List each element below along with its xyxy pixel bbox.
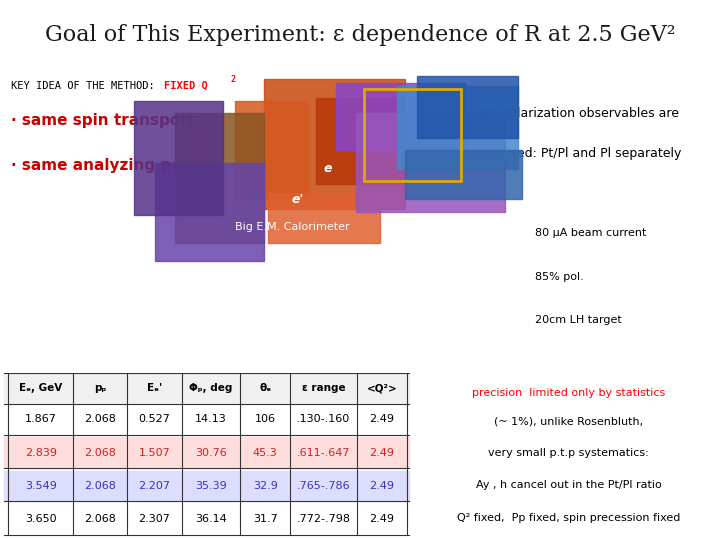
Bar <box>4 403 409 435</box>
Text: 106: 106 <box>255 414 276 424</box>
Text: 2.307: 2.307 <box>138 515 171 524</box>
Text: Ay , h cancel out in the Pt/Pl ratio: Ay , h cancel out in the Pt/Pl ratio <box>476 480 662 490</box>
Text: 2.49: 2.49 <box>369 448 395 457</box>
Text: 3.549: 3.549 <box>24 481 57 491</box>
Text: High Momentum Spectrometer: High Momentum Spectrometer <box>138 305 320 315</box>
Text: Two polarization observables are: Two polarization observables are <box>474 107 678 120</box>
Text: 32.9: 32.9 <box>253 481 278 491</box>
Text: .772-.798: .772-.798 <box>297 515 351 524</box>
Text: · same spin transport: · same spin transport <box>11 113 195 129</box>
Text: ε range: ε range <box>302 383 346 393</box>
Text: .130-.160: .130-.160 <box>297 414 350 424</box>
Text: Double Focal Plane Polarimeter: Double Focal Plane Polarimeter <box>138 342 325 352</box>
Text: θₑ: θₑ <box>259 383 271 393</box>
Bar <box>336 83 465 150</box>
Text: Φₚ, deg: Φₚ, deg <box>189 383 233 393</box>
Bar <box>4 470 409 502</box>
Text: Eₑ, GeV: Eₑ, GeV <box>19 383 63 393</box>
Text: very small p.t.p systematics:: very small p.t.p systematics: <box>488 448 649 458</box>
Text: p: p <box>143 265 150 275</box>
Text: Q² fixed,  Pp fixed, spin precession fixed: Q² fixed, Pp fixed, spin precession fixe… <box>457 513 680 523</box>
Text: 2.068: 2.068 <box>84 414 116 424</box>
Bar <box>417 76 518 138</box>
Text: 3.650: 3.650 <box>25 515 57 524</box>
Bar <box>235 101 308 199</box>
Bar <box>4 373 409 403</box>
Text: 20cm LH target: 20cm LH target <box>536 315 622 325</box>
Bar <box>405 150 521 199</box>
Text: 14.13: 14.13 <box>195 414 227 424</box>
Bar <box>264 79 405 209</box>
Bar <box>4 504 409 535</box>
Bar <box>316 98 405 184</box>
Text: 2.207: 2.207 <box>138 481 171 491</box>
Text: e': e' <box>292 193 304 206</box>
Text: Eₑ': Eₑ' <box>147 383 162 393</box>
Text: 2.49: 2.49 <box>369 515 395 524</box>
Text: 2.068: 2.068 <box>84 515 116 524</box>
Text: 2.068: 2.068 <box>84 448 116 457</box>
Text: precision  limited only by statistics: precision limited only by statistics <box>472 388 665 397</box>
Text: 85% pol.: 85% pol. <box>536 272 584 281</box>
Text: 2.839: 2.839 <box>24 448 57 457</box>
Text: 1.867: 1.867 <box>24 414 57 424</box>
Bar <box>364 89 461 181</box>
Text: .611-.647: .611-.647 <box>297 448 351 457</box>
Text: 35.39: 35.39 <box>195 481 227 491</box>
Text: 2.068: 2.068 <box>84 481 116 491</box>
Text: Big E.M. Calorimeter: Big E.M. Calorimeter <box>235 222 350 232</box>
Text: (~ 1%), unlike Rosenbluth,: (~ 1%), unlike Rosenbluth, <box>494 416 644 426</box>
Text: 2: 2 <box>230 75 235 84</box>
Text: 1.507: 1.507 <box>139 448 171 457</box>
Bar <box>175 113 264 242</box>
Text: <Q²>: <Q²> <box>366 383 397 393</box>
Text: pₚ: pₚ <box>94 383 107 393</box>
Text: Goal of This Experiment: ε dependence of R at 2.5 GeV²: Goal of This Experiment: ε dependence of… <box>45 24 675 46</box>
Text: measured: Pt/Pl and Pl separately: measured: Pt/Pl and Pl separately <box>470 147 682 160</box>
Bar <box>155 163 264 261</box>
Text: e: e <box>324 162 333 175</box>
Text: .765-.786: .765-.786 <box>297 481 351 491</box>
Text: 0.527: 0.527 <box>138 414 171 424</box>
Text: 45.3: 45.3 <box>253 448 277 457</box>
Text: 31.7: 31.7 <box>253 515 277 524</box>
Text: 2.49: 2.49 <box>369 481 395 491</box>
Text: 30.76: 30.76 <box>195 448 227 457</box>
Text: 36.14: 36.14 <box>195 515 227 524</box>
Bar <box>356 113 505 212</box>
Text: · same analyzing power: · same analyzing power <box>11 158 213 173</box>
Text: FIXED Q: FIXED Q <box>164 81 207 91</box>
Text: 80 μA beam current: 80 μA beam current <box>536 228 647 238</box>
Bar <box>4 437 409 468</box>
Bar <box>397 85 518 168</box>
Bar <box>268 193 380 242</box>
Text: 2.49: 2.49 <box>369 414 395 424</box>
Text: KEY IDEA OF THE METHOD:: KEY IDEA OF THE METHOD: <box>11 81 167 91</box>
Bar <box>135 101 223 215</box>
